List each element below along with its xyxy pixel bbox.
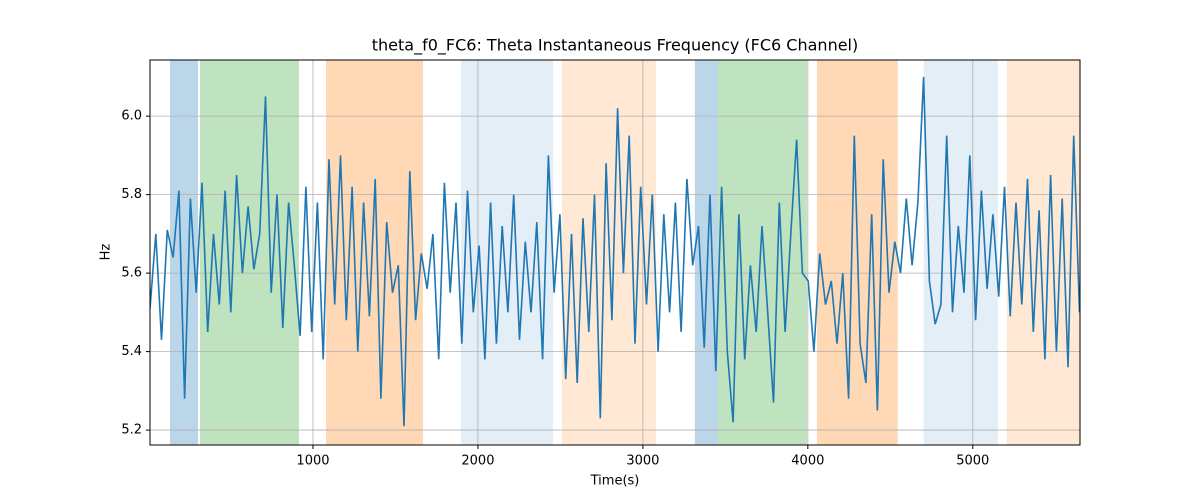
y-tick-label: 6.0 (121, 109, 142, 124)
plot-frame (149, 59, 1081, 446)
y-tick-label: 5.2 (121, 423, 142, 438)
y-tick-label: 5.8 (121, 187, 142, 202)
x-tick-label: 1000 (296, 454, 329, 469)
x-tick-label: 4000 (791, 454, 824, 469)
chart-title: theta_f0_FC6: Theta Instantaneous Freque… (372, 36, 858, 56)
x-tick-label: 2000 (461, 454, 494, 469)
span (326, 60, 423, 445)
x-tick-label: 5000 (956, 454, 989, 469)
span (460, 60, 553, 445)
span (694, 60, 718, 445)
x-tick-label: 3000 (626, 454, 659, 469)
data-line (150, 76, 1080, 427)
y-axis-label: Hz (99, 244, 114, 261)
x-axis-label: Time(s) (590, 474, 640, 489)
span (1006, 60, 1080, 445)
span (717, 60, 807, 445)
y-tick-label: 5.4 (121, 344, 142, 359)
y-tick-label: 5.6 (121, 266, 142, 281)
span (199, 60, 299, 445)
